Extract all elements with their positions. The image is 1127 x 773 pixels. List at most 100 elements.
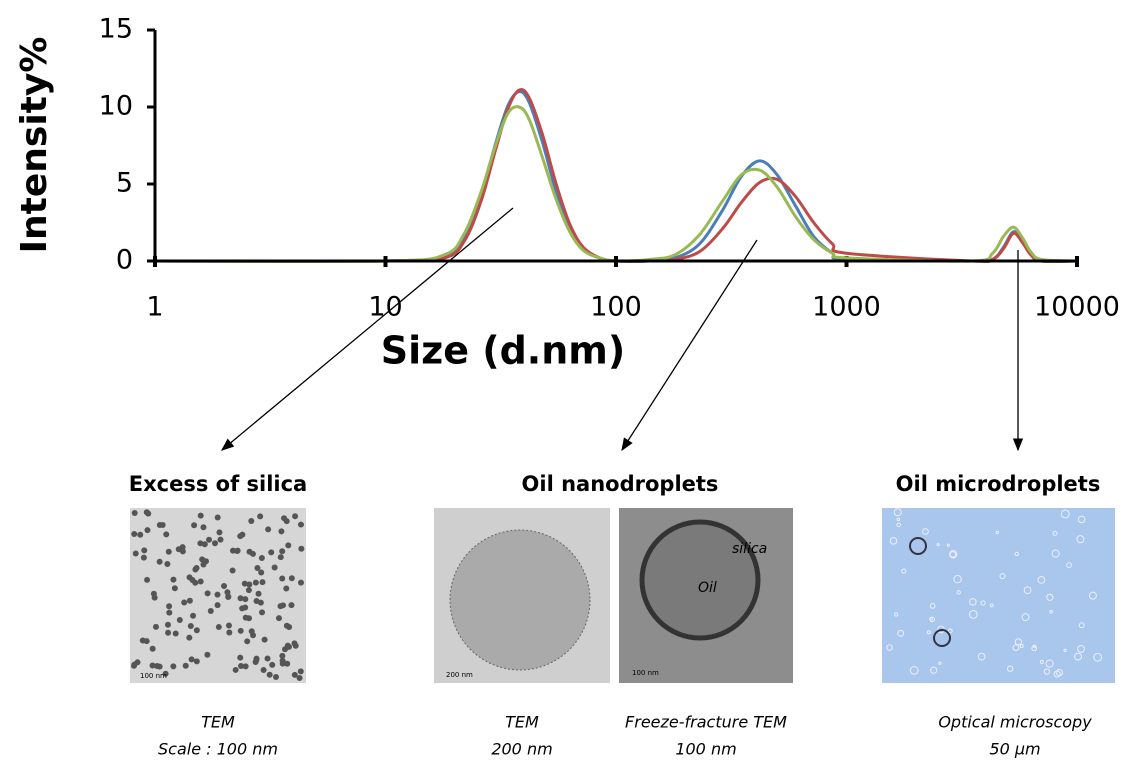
image-detail — [1074, 652, 1082, 661]
image-detail — [893, 508, 902, 517]
image-detail — [214, 602, 221, 609]
image-detail — [956, 590, 961, 595]
image-detail — [257, 513, 264, 520]
image-detail — [257, 599, 264, 606]
image-detail — [1093, 652, 1103, 662]
image-detail — [1077, 515, 1086, 524]
image-detail — [1031, 645, 1038, 652]
image-detail — [1037, 576, 1046, 584]
image-detail — [246, 548, 253, 555]
image-detail — [197, 512, 204, 519]
image-detail — [193, 627, 200, 634]
image-detail — [232, 666, 239, 673]
image-detail — [144, 576, 151, 583]
image-detail — [254, 564, 261, 571]
image-detail — [207, 608, 214, 615]
image-detail — [164, 621, 171, 628]
image-detail — [238, 662, 245, 669]
image-detail — [279, 548, 286, 555]
image-detail — [131, 531, 138, 538]
image-detail — [186, 634, 193, 641]
image-detail — [1014, 638, 1022, 646]
caption: 50 µm — [989, 740, 1040, 759]
caption: TEM — [201, 713, 235, 732]
image-detail — [980, 600, 986, 606]
image-detail — [896, 522, 901, 528]
image-detail — [165, 548, 172, 555]
image-detail — [170, 576, 177, 583]
image-detail — [200, 561, 207, 568]
caption: TEM — [505, 713, 539, 732]
droplet — [449, 529, 591, 671]
image-detail — [215, 624, 222, 631]
y-axis-label: Intensity% — [14, 37, 55, 254]
image-detail — [1063, 648, 1067, 653]
image-detail — [141, 547, 148, 554]
image-label: 100 nm — [140, 672, 167, 680]
image-detail — [953, 574, 962, 584]
image-detail — [187, 623, 194, 630]
image-detail — [999, 573, 1006, 580]
image-detail — [179, 548, 186, 555]
series-line — [154, 90, 1078, 264]
image-detail — [288, 602, 295, 609]
image-detail — [288, 575, 295, 582]
image-detail — [1088, 591, 1097, 600]
image-detail — [199, 556, 206, 563]
image-detail — [234, 547, 241, 554]
arrows — [221, 207, 1024, 452]
series-line — [154, 105, 1078, 263]
caption: 100 nm — [675, 740, 736, 759]
image-detail — [149, 662, 156, 669]
image-detail — [292, 513, 299, 520]
caption: Scale : 100 nm — [158, 740, 278, 759]
image-detail — [214, 514, 221, 521]
image-detail — [886, 644, 893, 651]
image-detail — [188, 656, 195, 663]
image-detail — [172, 630, 179, 637]
image-detail — [259, 579, 266, 586]
caption: Freeze-fracture TEM — [625, 713, 787, 732]
image-detail — [258, 554, 265, 561]
image-detail — [229, 567, 236, 574]
image-detail — [297, 579, 304, 586]
image-detail — [1046, 593, 1054, 601]
image-detail — [291, 671, 298, 678]
image-detail — [297, 521, 304, 528]
image-label: silica — [732, 541, 767, 557]
image-detail — [214, 591, 221, 598]
image-detail — [248, 517, 255, 524]
image-detail — [1006, 665, 1014, 672]
image-detail — [239, 531, 246, 538]
image-detail — [149, 645, 156, 652]
image-detail — [279, 575, 286, 582]
image-detail — [253, 656, 260, 663]
image-detail — [268, 549, 275, 556]
image-detail — [1078, 622, 1085, 629]
image-detail — [896, 517, 901, 522]
image-detail — [1019, 644, 1024, 649]
panel-title: Oil microdroplets — [896, 472, 1101, 496]
image-detail — [200, 524, 207, 531]
image-detail — [131, 510, 138, 517]
image-detail — [277, 554, 284, 561]
x-axis-label: Size (d.nm) — [381, 329, 626, 373]
x-tick-label: 10 — [368, 292, 402, 323]
image-detail — [1012, 644, 1020, 651]
image-detail — [237, 627, 244, 634]
image-detail — [190, 612, 197, 619]
image-detail — [281, 515, 288, 522]
image-detail — [134, 659, 141, 666]
image-detail — [284, 660, 291, 667]
image-detail — [279, 660, 286, 667]
image-detail — [296, 675, 303, 682]
image-detail — [140, 554, 147, 561]
image-detail — [156, 558, 163, 565]
image-detail — [197, 540, 204, 547]
image-detail — [242, 614, 249, 621]
image-detail — [170, 663, 177, 670]
image-detail — [244, 638, 251, 645]
image-detail — [260, 666, 267, 673]
image-detail — [1066, 562, 1072, 568]
